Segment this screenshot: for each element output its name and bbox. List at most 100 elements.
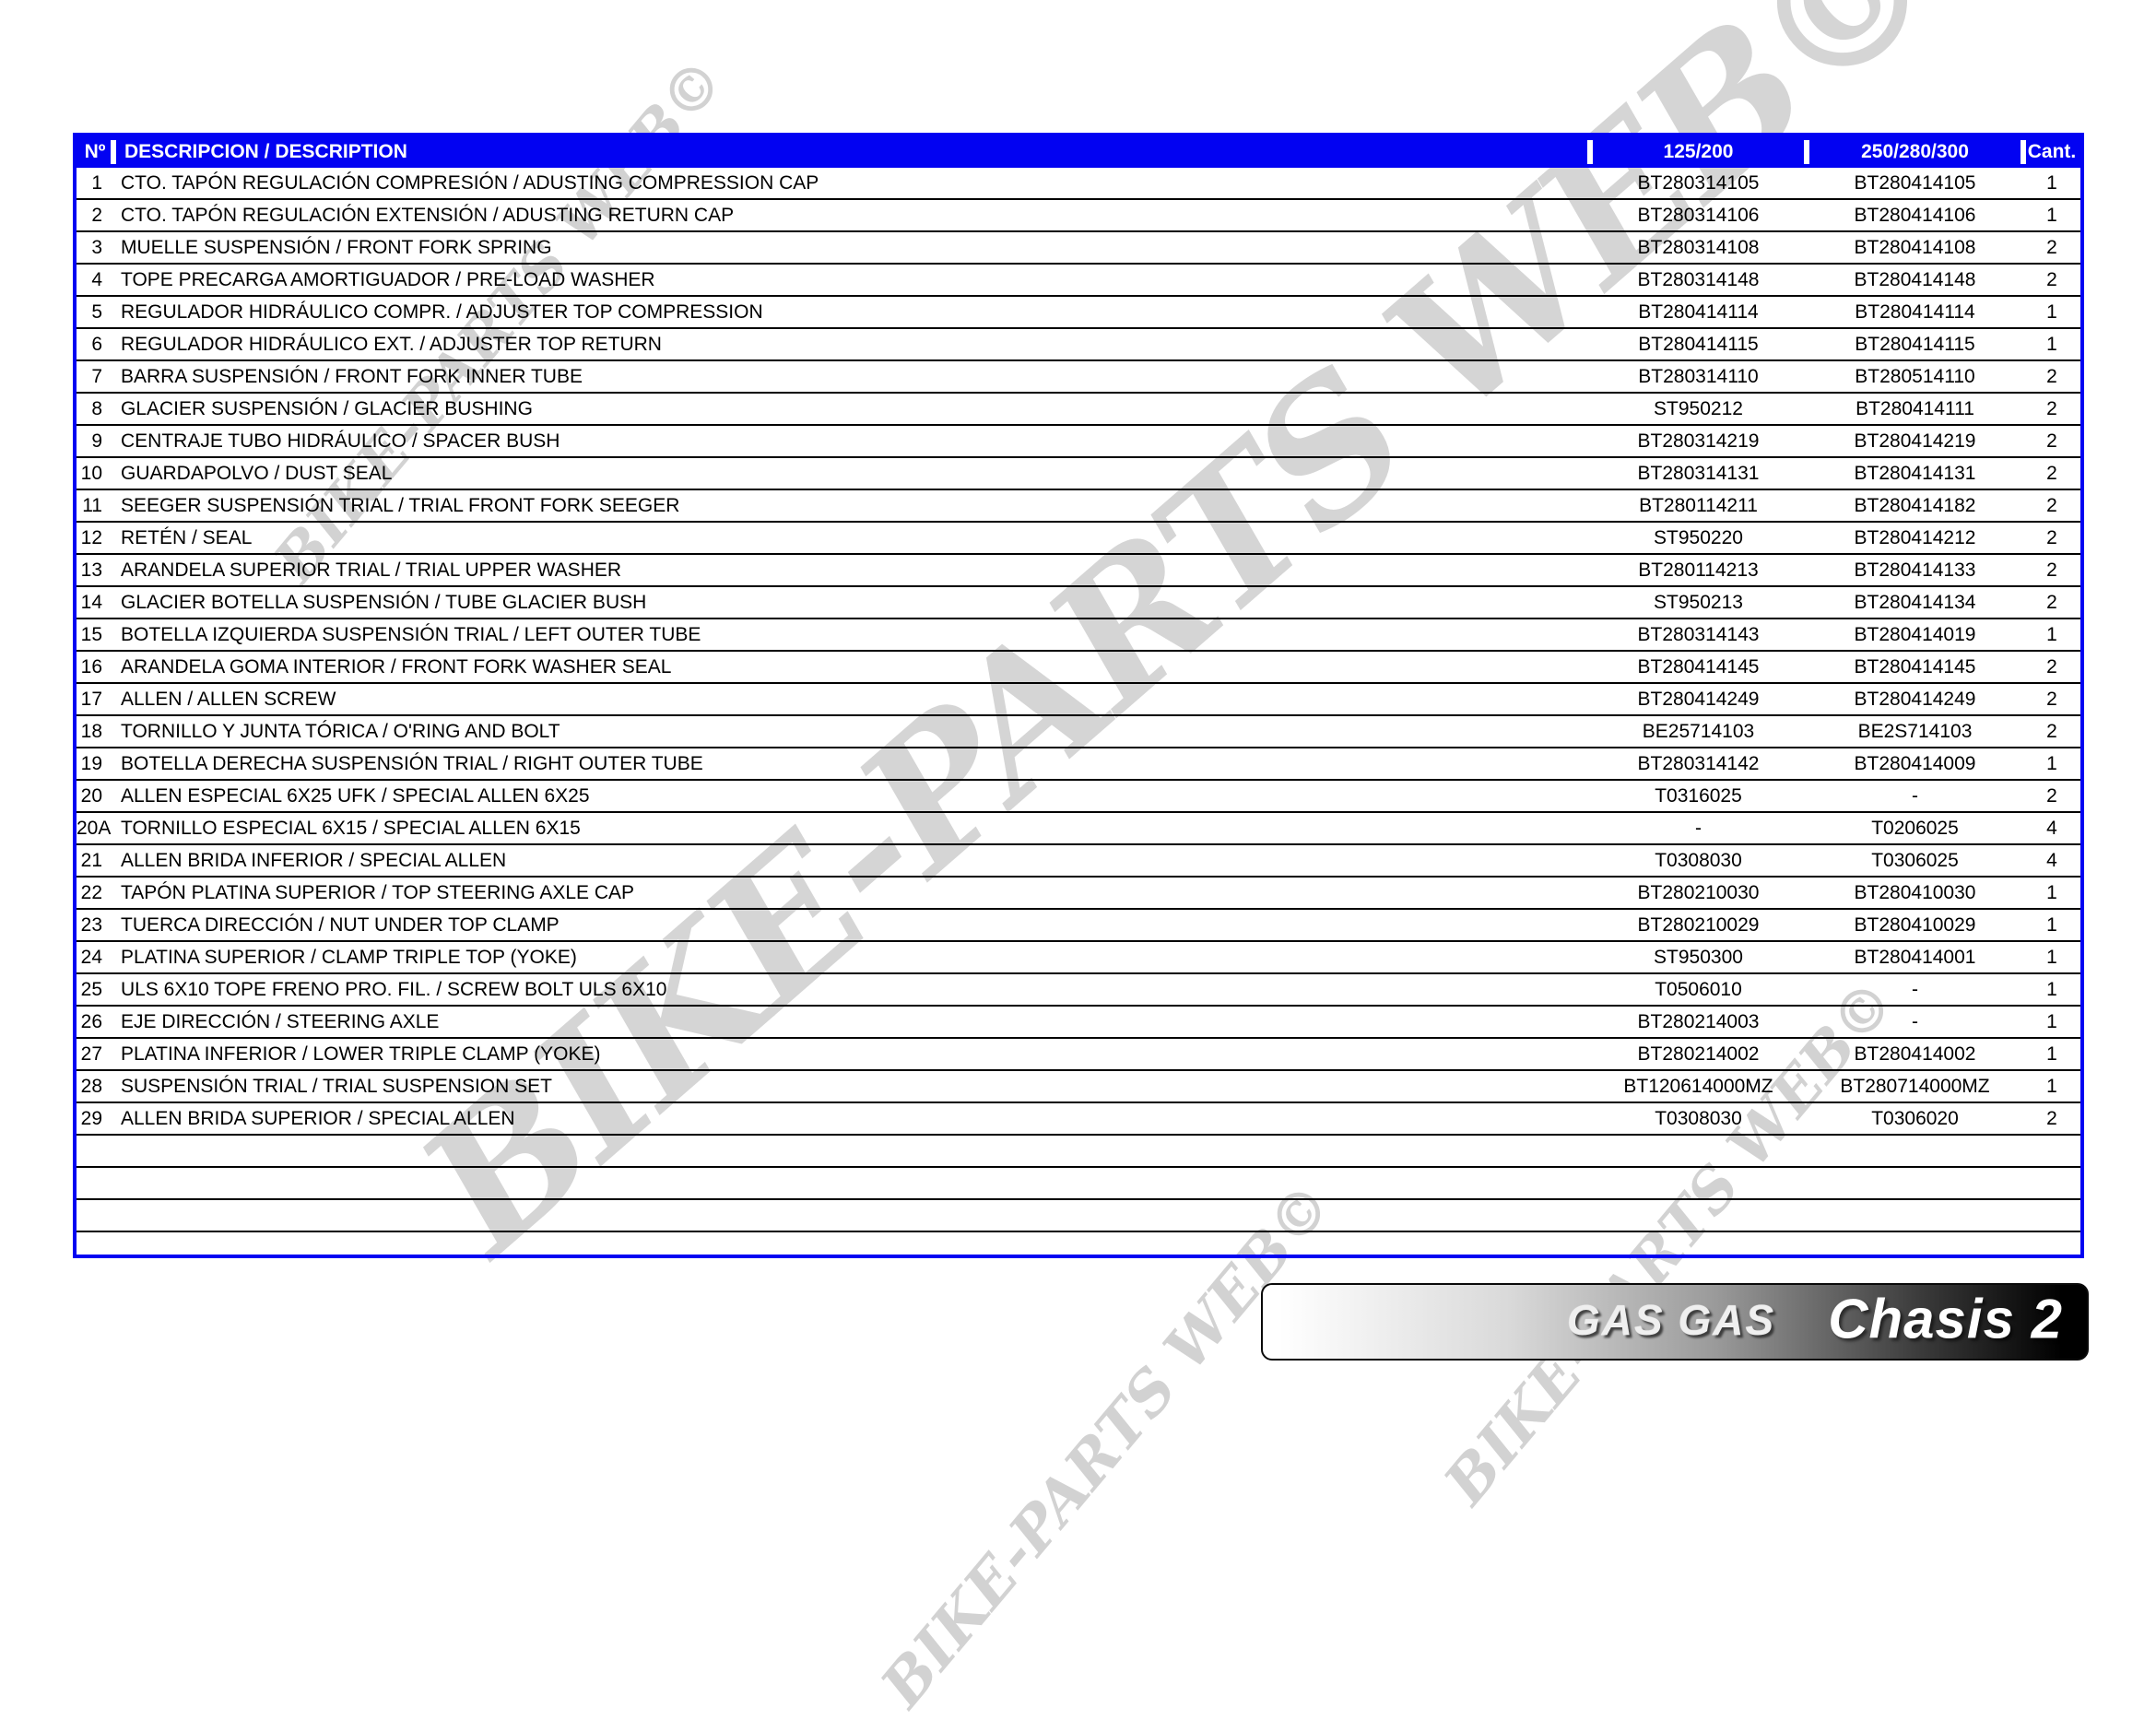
row-description: BARRA SUSPENSIÓN / FRONT FORK INNER TUBE (113, 360, 1590, 394)
row-qty: 1 (2023, 328, 2080, 361)
header-divider (2021, 140, 2026, 164)
chapter-title: Chasis 2 (1828, 1288, 2063, 1350)
table-row: 4 TOPE PRECARGA AMORTIGUADOR / PRE-LOAD W… (77, 264, 2080, 297)
table-row: 14 GLACIER BOTELLA SUSPENSIÓN / TUBE GLAC… (77, 586, 2080, 619)
row-description: EJE DIRECCIÓN / STEERING AXLE (113, 1006, 1590, 1039)
brand-label: GAS GAS (1567, 1295, 1776, 1344)
table-row: 23 TUERCA DIRECCIÓN / NUT UNDER TOP CLAMP… (77, 909, 2080, 942)
row-description: TOPE PRECARGA AMORTIGUADOR / PRE-LOAD WA… (113, 264, 1590, 297)
table-row: 13 ARANDELA SUPERIOR TRIAL / TRIAL UPPER … (77, 554, 2080, 587)
row-num: 18 (77, 715, 113, 748)
empty-cell (1590, 1199, 1807, 1232)
table-body: 1 CTO. TAPÓN REGULACIÓN COMPRESIÓN / ADUS… (77, 168, 2080, 1255)
empty-cell (1590, 1167, 1807, 1200)
empty-cell (1807, 1231, 2023, 1255)
row-qty: 2 (2023, 489, 2080, 523)
row-num: 5 (77, 296, 113, 329)
header-divider (111, 140, 116, 164)
row-num: 15 (77, 618, 113, 652)
row-num: 6 (77, 328, 113, 361)
empty-cell (77, 1199, 113, 1232)
empty-cell (113, 1231, 1590, 1255)
row-qty: 4 (2023, 844, 2080, 878)
row-ref-250-280-300: BT280414131 (1807, 457, 2023, 490)
row-num: 12 (77, 522, 113, 555)
row-ref-125-200: BT280114213 (1590, 554, 1807, 587)
row-num: 27 (77, 1038, 113, 1071)
row-qty: 2 (2023, 554, 2080, 587)
row-ref-250-280-300: BT280714000MZ (1807, 1070, 2023, 1103)
table-row: 11 SEEGER SUSPENSIÓN TRIAL / TRIAL FRONT … (77, 489, 2080, 523)
row-ref-250-280-300: BT280414019 (1807, 618, 2023, 652)
page: { "watermark": { "text": "BIKE-PARTS WEB… (73, 0, 2089, 1720)
row-ref-250-280-300: BT280414148 (1807, 264, 2023, 297)
row-ref-250-280-300: BT280414249 (1807, 683, 2023, 716)
row-ref-250-280-300: BT280414002 (1807, 1038, 2023, 1071)
table-row: 3 MUELLE SUSPENSIÓN / FRONT FORK SPRING BT… (77, 231, 2080, 265)
row-ref-125-200: BT280210029 (1590, 909, 1807, 942)
row-qty: 2 (2023, 360, 2080, 394)
row-ref-250-280-300: - (1807, 780, 2023, 813)
row-description: SEEGER SUSPENSIÓN TRIAL / TRIAL FRONT FO… (113, 489, 1590, 523)
row-ref-250-280-300: T0206025 (1807, 812, 2023, 845)
column-header-125-200: 125/200 (1587, 136, 1807, 168)
row-num: 23 (77, 909, 113, 942)
row-num: 21 (77, 844, 113, 878)
row-ref-125-200: BT280314108 (1590, 231, 1807, 265)
row-ref-125-200: BT280214003 (1590, 1006, 1807, 1039)
row-description: CENTRAJE TUBO HIDRÁULICO / SPACER BUSH (113, 425, 1590, 458)
row-description: CTO. TAPÓN REGULACIÓN COMPRESIÓN / ADUST… (113, 168, 1590, 200)
table-row: 25 ULS 6X10 TOPE FRENO PRO. FIL. / SCREW … (77, 973, 2080, 1007)
row-qty: 4 (2023, 812, 2080, 845)
row-ref-250-280-300: BT280414105 (1807, 168, 2023, 200)
row-ref-250-280-300: BT280414145 (1807, 651, 2023, 684)
header-divider (1804, 140, 1809, 164)
row-ref-250-280-300: BT280414133 (1807, 554, 2023, 587)
row-qty: 1 (2023, 296, 2080, 329)
table-row: 7 BARRA SUSPENSIÓN / FRONT FORK INNER TUB… (77, 360, 2080, 394)
empty-cell (2023, 1199, 2080, 1232)
row-ref-125-200: BT280314148 (1590, 264, 1807, 297)
column-header-num: Nº (77, 136, 113, 168)
row-qty: 2 (2023, 457, 2080, 490)
row-ref-250-280-300: BT280414001 (1807, 941, 2023, 974)
row-ref-125-200: BT280414115 (1590, 328, 1807, 361)
row-ref-125-200: BE25714103 (1590, 715, 1807, 748)
table-header: Nº DESCRIPCION / DESCRIPTION 125/200 250… (77, 136, 2080, 168)
row-num: 1 (77, 168, 113, 200)
row-num: 28 (77, 1070, 113, 1103)
row-ref-250-280-300: - (1807, 973, 2023, 1007)
table-row: 10 GUARDAPOLVO / DUST SEAL BT280314131 BT28… (77, 457, 2080, 490)
row-ref-125-200: BT280414249 (1590, 683, 1807, 716)
row-num: 16 (77, 651, 113, 684)
row-num: 8 (77, 393, 113, 426)
empty-cell (77, 1135, 113, 1168)
column-header-qty: Cant. (2021, 136, 2080, 168)
row-ref-125-200: BT280314110 (1590, 360, 1807, 394)
row-qty: 2 (2023, 393, 2080, 426)
row-num: 17 (77, 683, 113, 716)
empty-row (77, 1199, 2080, 1232)
empty-row (77, 1135, 2080, 1168)
table-row: 9 CENTRAJE TUBO HIDRÁULICO / SPACER BUSH B… (77, 425, 2080, 458)
empty-cell (113, 1199, 1590, 1232)
row-qty: 2 (2023, 683, 2080, 716)
row-num: 11 (77, 489, 113, 523)
row-qty: 1 (2023, 877, 2080, 910)
empty-cell (1590, 1231, 1807, 1255)
row-qty: 1 (2023, 168, 2080, 200)
row-num: 7 (77, 360, 113, 394)
row-num: 26 (77, 1006, 113, 1039)
row-description: GUARDAPOLVO / DUST SEAL (113, 457, 1590, 490)
row-ref-250-280-300: BT280414009 (1807, 748, 2023, 781)
row-qty: 1 (2023, 1038, 2080, 1071)
model-banner: GAS GAS Chasis 2 (1261, 1283, 2089, 1361)
row-ref-125-200: BT280314131 (1590, 457, 1807, 490)
row-qty: 1 (2023, 1006, 2080, 1039)
row-ref-125-200: ST950213 (1590, 586, 1807, 619)
row-qty: 2 (2023, 264, 2080, 297)
header-divider (1587, 140, 1593, 164)
table-row: 1 CTO. TAPÓN REGULACIÓN COMPRESIÓN / ADUS… (77, 168, 2080, 200)
row-num: 22 (77, 877, 113, 910)
row-description: TORNILLO Y JUNTA TÓRICA / O'RING AND BOL… (113, 715, 1590, 748)
